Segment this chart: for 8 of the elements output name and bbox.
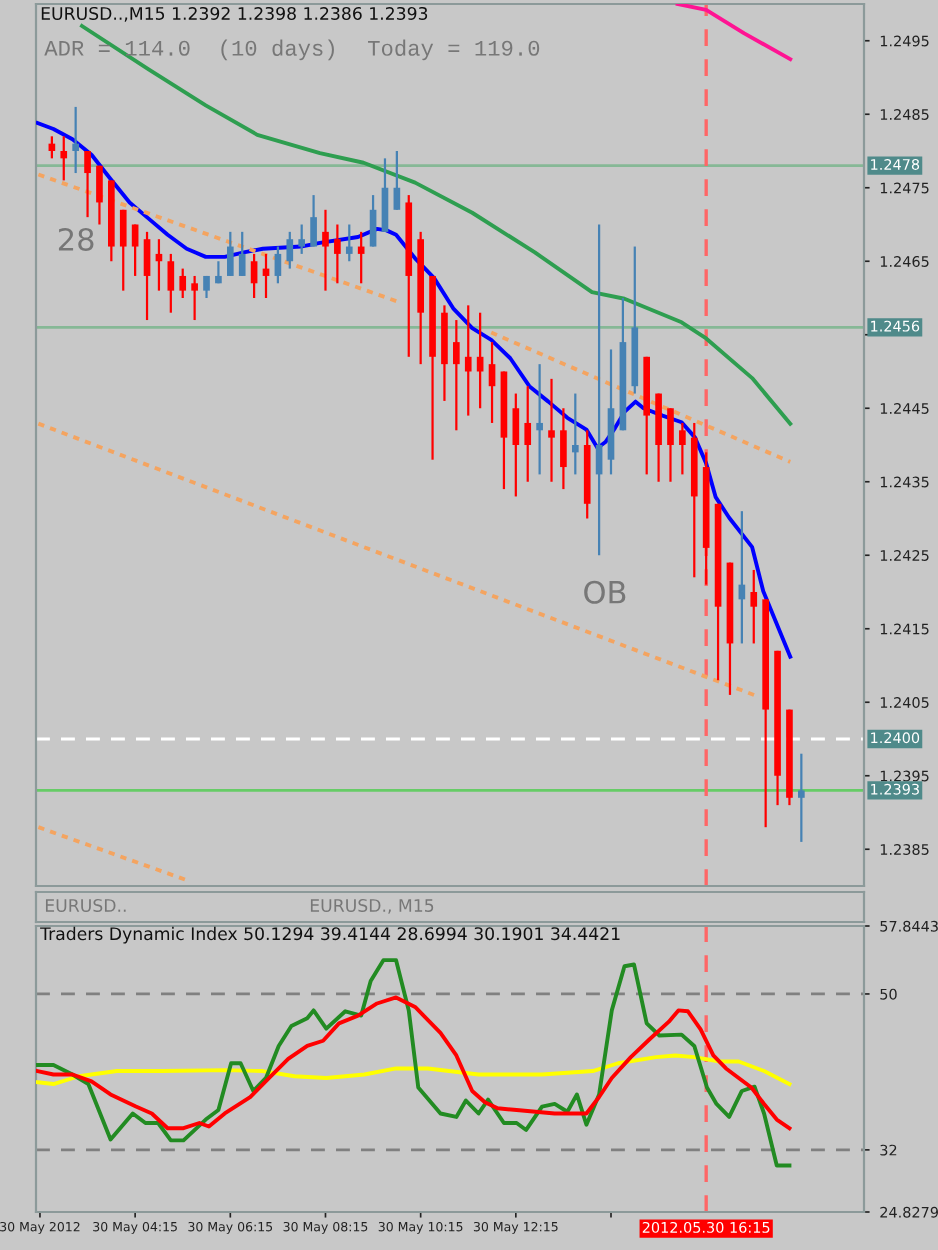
annotation: OB [584, 580, 626, 604]
annotation: ADR = 114.0 (10 days) [44, 39, 334, 61]
chart-title: EURUSD..,M15 1.2392 1.2398 1.2386 1.2393 [41, 6, 428, 22]
text: EURUSD., M15 [310, 898, 434, 914]
annotation: Today = 119.0 [368, 39, 540, 61]
text: EURUSD.. [45, 898, 126, 912]
chart-title: Traders Dynamic Index 50.1294 39.4144 28.6994 30.1901 34.4421 [40, 926, 620, 944]
annotation: 28 [58, 227, 94, 252]
